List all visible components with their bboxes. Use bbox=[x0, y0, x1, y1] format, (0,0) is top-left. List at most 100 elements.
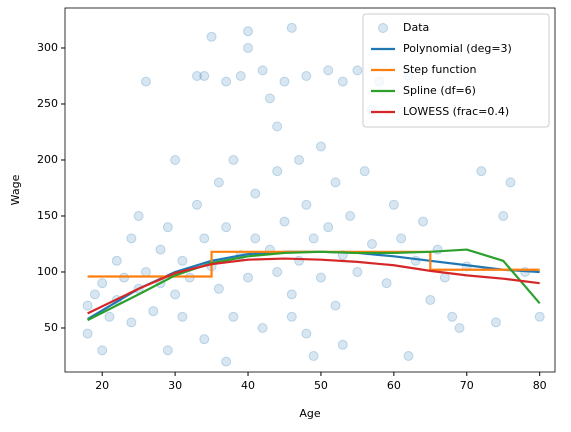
data-point bbox=[104, 311, 115, 322]
data-point bbox=[490, 317, 501, 328]
data-point bbox=[206, 31, 217, 42]
data-point bbox=[279, 76, 290, 87]
data-point bbox=[439, 272, 450, 283]
data-point bbox=[381, 278, 392, 289]
data-point bbox=[286, 311, 297, 322]
legend-label: LOWESS (frac=0.4) bbox=[403, 105, 509, 118]
data-point bbox=[272, 166, 283, 177]
data-point bbox=[170, 289, 181, 300]
legend-box bbox=[362, 13, 550, 128]
data-point bbox=[323, 65, 334, 76]
line bbox=[87, 250, 540, 278]
data-point bbox=[243, 272, 254, 283]
data-point bbox=[221, 356, 232, 367]
data-point bbox=[162, 345, 173, 356]
y-tick-label: 250 bbox=[37, 97, 58, 110]
data-point bbox=[221, 222, 232, 233]
data-point bbox=[126, 233, 137, 244]
data-point bbox=[119, 272, 130, 283]
data-point bbox=[243, 42, 254, 53]
data-point bbox=[534, 311, 545, 322]
data-point bbox=[301, 70, 312, 81]
data-point bbox=[140, 76, 151, 87]
data-point bbox=[191, 199, 202, 210]
data-point bbox=[345, 210, 356, 221]
data-point bbox=[279, 216, 290, 227]
x-tick-label: 30 bbox=[168, 379, 182, 392]
data-point bbox=[272, 266, 283, 277]
x-tick-label: 80 bbox=[533, 379, 547, 392]
data-point bbox=[111, 255, 122, 266]
data-point bbox=[286, 289, 297, 300]
data-point bbox=[89, 289, 100, 300]
data-point bbox=[228, 311, 239, 322]
data-point bbox=[82, 300, 93, 311]
x-tick-label: 40 bbox=[241, 379, 255, 392]
data-point bbox=[359, 166, 370, 177]
data-point bbox=[243, 26, 254, 37]
data-point bbox=[155, 244, 166, 255]
legend: Data Polynomial (deg=3) Step function Splin… bbox=[362, 13, 550, 128]
data-point bbox=[403, 350, 414, 361]
legend-label: Step function bbox=[403, 63, 477, 76]
y-tick-label: 300 bbox=[37, 41, 58, 54]
data-point bbox=[213, 177, 224, 188]
y-tick-label: 200 bbox=[37, 153, 58, 166]
data-point bbox=[228, 154, 239, 165]
data-point bbox=[140, 266, 151, 277]
data-point bbox=[505, 177, 516, 188]
data-point bbox=[498, 210, 509, 221]
data-point bbox=[177, 255, 188, 266]
data-point bbox=[213, 283, 224, 294]
data-point bbox=[191, 70, 202, 81]
y-tick-label: 100 bbox=[37, 265, 58, 278]
data-point bbox=[294, 154, 305, 165]
data-point bbox=[425, 294, 436, 305]
data-point bbox=[257, 322, 268, 333]
data-point bbox=[308, 350, 319, 361]
data-point bbox=[315, 272, 326, 283]
data-point bbox=[337, 339, 348, 350]
data-point bbox=[133, 210, 144, 221]
legend-label: Data bbox=[403, 21, 429, 34]
data-point bbox=[396, 233, 407, 244]
data-point bbox=[454, 322, 465, 333]
data-point bbox=[177, 311, 188, 322]
legend-label: Spline (df=6) bbox=[403, 84, 476, 97]
x-tick-label: 70 bbox=[460, 379, 474, 392]
y-tick-label: 50 bbox=[44, 321, 58, 334]
axes-frame bbox=[64, 7, 556, 373]
data-point bbox=[323, 222, 334, 233]
data-point bbox=[294, 255, 305, 266]
data-point bbox=[330, 300, 341, 311]
data-point bbox=[418, 216, 429, 227]
data-point bbox=[97, 345, 108, 356]
data-point bbox=[184, 272, 195, 283]
data-point bbox=[126, 317, 137, 328]
data-point bbox=[447, 311, 458, 322]
data-point bbox=[264, 93, 275, 104]
data-point bbox=[250, 233, 261, 244]
x-tick-label: 50 bbox=[314, 379, 328, 392]
data-point bbox=[366, 238, 377, 249]
data-point bbox=[97, 278, 108, 289]
legend-label: Polynomial (deg=3) bbox=[403, 42, 512, 55]
data-point bbox=[432, 244, 443, 255]
data-point bbox=[352, 266, 363, 277]
data-point bbox=[221, 76, 232, 87]
data-point bbox=[352, 65, 363, 76]
data-point bbox=[308, 233, 319, 244]
data-point bbox=[330, 177, 341, 188]
data-point bbox=[199, 233, 210, 244]
data-point bbox=[199, 70, 210, 81]
x-axis-label: Age bbox=[299, 407, 321, 420]
x-tick-label: 20 bbox=[95, 379, 109, 392]
data-point bbox=[257, 65, 268, 76]
data-point bbox=[301, 199, 312, 210]
data-point bbox=[337, 76, 348, 87]
y-axis-label: Wage bbox=[9, 174, 22, 205]
data-point bbox=[272, 121, 283, 132]
data-point bbox=[170, 154, 181, 165]
y-tick-label: 150 bbox=[37, 209, 58, 222]
legend-marker bbox=[378, 23, 388, 33]
